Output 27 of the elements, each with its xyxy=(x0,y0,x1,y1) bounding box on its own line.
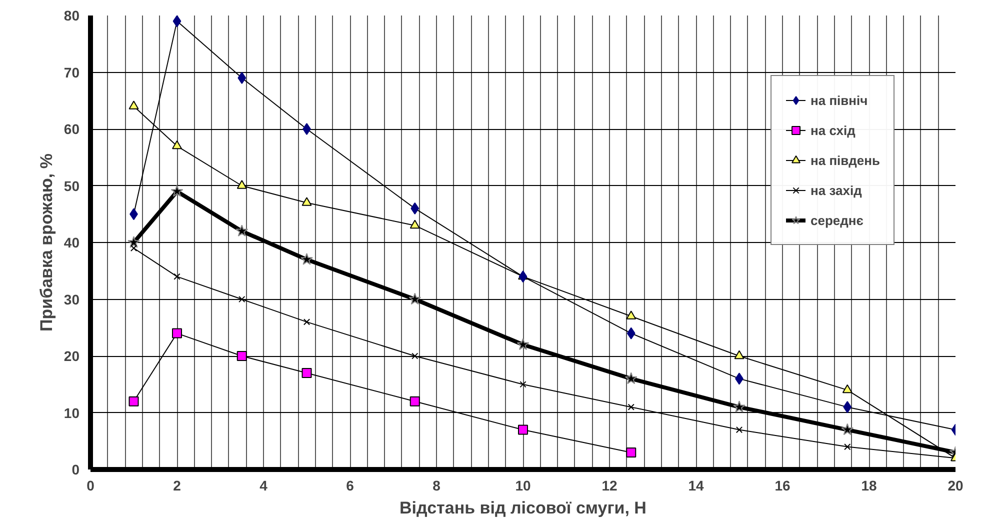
y-tick-label: 40 xyxy=(64,234,80,250)
y-tick-label: 50 xyxy=(64,178,80,194)
x-tick-label: 20 xyxy=(948,478,964,494)
x-tick-label: 14 xyxy=(688,478,704,494)
legend-label: на захід xyxy=(810,182,862,198)
y-tick-label: 30 xyxy=(64,291,80,308)
x-tick-label: 10 xyxy=(515,478,531,494)
legend-label: на південь xyxy=(810,152,880,168)
x-axis-title: Відстань від лісової смуги, Н xyxy=(400,498,646,518)
y-tick-label: 80 xyxy=(64,8,80,24)
x-tick-label: 6 xyxy=(346,478,354,494)
y-tick-label: 20 xyxy=(64,348,80,364)
x-tick-label: 4 xyxy=(260,478,268,494)
x-tick-label: 18 xyxy=(861,478,877,494)
x-tick-label: 8 xyxy=(432,478,441,494)
x-tick-label: 16 xyxy=(774,478,790,494)
legend-label: середнє xyxy=(810,212,864,228)
x-tick-label: 2 xyxy=(173,478,182,494)
y-tick-label: 60 xyxy=(64,121,80,137)
y-tick-label: 70 xyxy=(64,64,80,80)
y-axis-title: Прибавка врожаю, % xyxy=(36,154,56,332)
legend-label: на схід xyxy=(810,122,856,138)
y-tick-label: 10 xyxy=(64,404,80,421)
x-tick-label: 0 xyxy=(86,478,95,494)
legend-label: на північ xyxy=(810,92,868,108)
y-tick-label: 0 xyxy=(72,462,80,478)
x-tick-label: 12 xyxy=(602,478,618,494)
